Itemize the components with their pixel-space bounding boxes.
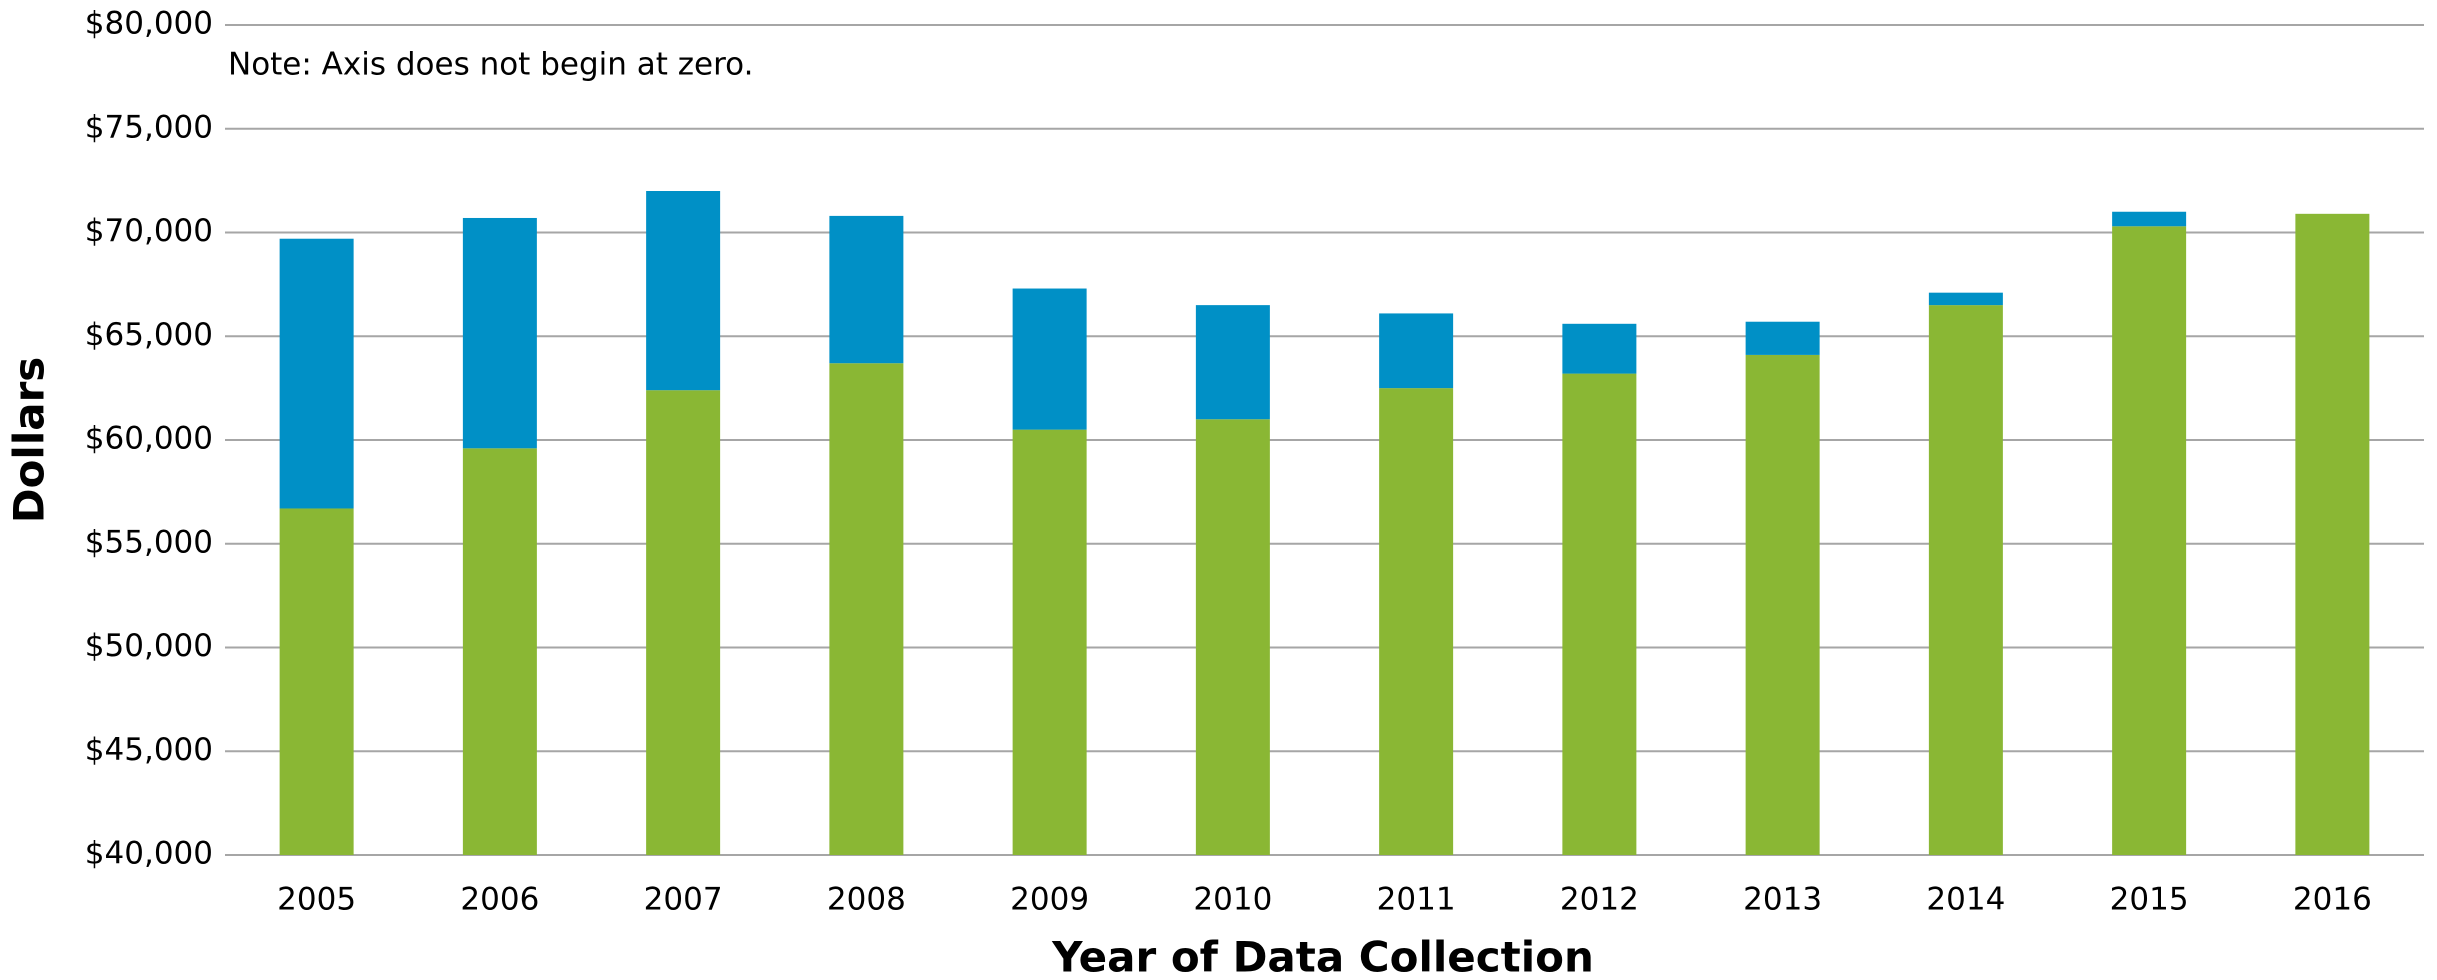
bar-segment <box>279 238 354 509</box>
bar-segment <box>1379 313 1454 389</box>
y-tick-label: $70,000 <box>85 213 213 249</box>
bar-segment <box>2112 211 2187 227</box>
bar-segment <box>829 215 904 364</box>
bar-segment <box>2295 213 2370 855</box>
y-tick-label: $45,000 <box>85 732 213 768</box>
bar-segment <box>1562 323 1637 374</box>
x-tick-label: 2006 <box>460 882 539 918</box>
x-axis-title: Year of Data Collection <box>1051 933 1594 980</box>
x-tick-label: 2008 <box>827 882 906 918</box>
y-tick-label: $75,000 <box>85 109 213 145</box>
x-tick-label: 2016 <box>2293 882 2372 918</box>
x-tick-label: 2011 <box>1377 882 1456 918</box>
x-tick-label: 2009 <box>1010 882 1089 918</box>
bar-segment <box>646 191 721 391</box>
x-tick-label: 2013 <box>1743 882 1822 918</box>
bar-segment <box>1379 388 1454 855</box>
y-tick-label: $55,000 <box>85 524 213 560</box>
bar-segment <box>1012 288 1087 430</box>
x-tick-label: 2014 <box>1926 882 2005 918</box>
y-tick-label: $60,000 <box>85 421 213 457</box>
x-tick-label: 2007 <box>644 882 723 918</box>
bar-segment <box>1195 305 1270 420</box>
bar-segment <box>462 217 537 449</box>
bar-segment <box>829 363 904 855</box>
bar-segment <box>1562 373 1637 855</box>
bar-segment <box>1195 419 1270 855</box>
y-tick-label: $40,000 <box>85 836 213 872</box>
bar-segment <box>1928 305 2003 855</box>
y-tick-label: $65,000 <box>85 317 213 353</box>
bar-segment <box>1012 429 1087 855</box>
annotation: Note: Axis does not begin at zero. <box>228 47 753 83</box>
bar-segment <box>1745 354 1820 855</box>
y-tick-label: $50,000 <box>85 628 213 664</box>
y-tick-label: $80,000 <box>85 6 213 42</box>
x-tick-label: 2012 <box>1560 882 1639 918</box>
x-tick-label: 2005 <box>277 882 356 918</box>
y-axis-title: Dollars <box>5 357 54 524</box>
bar-segment <box>2112 226 2187 855</box>
x-tick-label: 2015 <box>2110 882 2189 918</box>
bar-segment <box>646 390 721 855</box>
x-tick-label: 2010 <box>1193 882 1272 918</box>
bar-segment <box>1928 292 2003 306</box>
bar-segment <box>462 448 537 855</box>
bar-segment <box>1745 321 1820 355</box>
bar-segment <box>279 508 354 855</box>
